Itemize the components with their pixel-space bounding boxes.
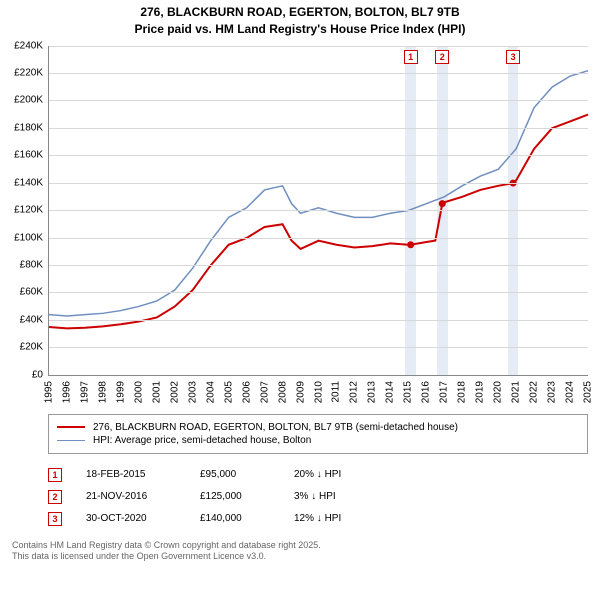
gridline bbox=[49, 100, 588, 101]
sales-date: 30-OCT-2020 bbox=[86, 513, 176, 524]
gridline bbox=[49, 347, 588, 348]
sale-marker-flag: 3 bbox=[506, 50, 520, 64]
y-tick-label: £60K bbox=[20, 287, 43, 298]
x-tick-label: 2001 bbox=[151, 381, 162, 403]
x-tick-label: 2013 bbox=[367, 381, 378, 403]
footer-line-2: This data is licensed under the Open Gov… bbox=[12, 551, 588, 563]
x-tick-label: 1999 bbox=[115, 381, 126, 403]
y-tick-label: £180K bbox=[14, 122, 43, 133]
sales-diff: 12% ↓ HPI bbox=[294, 513, 341, 524]
x-tick-label: 2015 bbox=[403, 381, 414, 403]
y-tick-label: £120K bbox=[14, 205, 43, 216]
legend: 276, BLACKBURN ROAD, EGERTON, BOLTON, BL… bbox=[48, 414, 588, 454]
y-tick-label: £20K bbox=[20, 342, 43, 353]
y-tick-label: £220K bbox=[14, 68, 43, 79]
x-tick-label: 2004 bbox=[205, 381, 216, 403]
sale-marker-flag: 1 bbox=[404, 50, 418, 64]
sales-diff: 3% ↓ HPI bbox=[294, 491, 336, 502]
legend-row: HPI: Average price, semi-detached house,… bbox=[57, 434, 579, 447]
legend-swatch bbox=[57, 426, 85, 428]
x-tick-label: 2000 bbox=[133, 381, 144, 403]
sales-price: £125,000 bbox=[200, 491, 270, 502]
x-tick-label: 2014 bbox=[385, 381, 396, 403]
sales-marker-icon: 1 bbox=[48, 468, 62, 482]
x-tick-label: 2023 bbox=[547, 381, 558, 403]
x-tick-label: 2009 bbox=[295, 381, 306, 403]
gridline bbox=[49, 183, 588, 184]
x-tick-label: 2008 bbox=[277, 381, 288, 403]
series-hpi bbox=[49, 70, 588, 315]
y-tick-label: £100K bbox=[14, 232, 43, 243]
y-tick-label: £140K bbox=[14, 177, 43, 188]
x-tick-label: 2017 bbox=[439, 381, 450, 403]
x-tick-label: 1997 bbox=[79, 381, 90, 403]
y-tick-label: £0 bbox=[32, 369, 43, 380]
x-tick-label: 2020 bbox=[493, 381, 504, 403]
y-tick-label: £200K bbox=[14, 95, 43, 106]
chart-container: 276, BLACKBURN ROAD, EGERTON, BOLTON, BL… bbox=[0, 0, 600, 590]
x-tick-label: 1996 bbox=[61, 381, 72, 403]
y-tick-label: £80K bbox=[20, 259, 43, 270]
gridline bbox=[49, 292, 588, 293]
x-tick-label: 2007 bbox=[259, 381, 270, 403]
legend-label: 276, BLACKBURN ROAD, EGERTON, BOLTON, BL… bbox=[93, 422, 458, 433]
gridline bbox=[49, 46, 588, 47]
x-tick-label: 2021 bbox=[511, 381, 522, 403]
x-tick-label: 2012 bbox=[349, 381, 360, 403]
x-tick-label: 2010 bbox=[313, 381, 324, 403]
title-line-2: Price paid vs. HM Land Registry's House … bbox=[0, 21, 600, 38]
sales-marker-icon: 3 bbox=[48, 512, 62, 526]
sales-diff: 20% ↓ HPI bbox=[294, 469, 341, 480]
gridline bbox=[49, 210, 588, 211]
x-tick-label: 2022 bbox=[529, 381, 540, 403]
sales-row: 2 21-NOV-2016 £125,000 3% ↓ HPI bbox=[48, 486, 588, 508]
sales-table: 1 18-FEB-2015 £95,000 20% ↓ HPI 2 21-NOV-2016… bbox=[48, 464, 588, 530]
x-tick-label: 2016 bbox=[421, 381, 432, 403]
sales-row: 1 18-FEB-2015 £95,000 20% ↓ HPI bbox=[48, 464, 588, 486]
y-tick-label: £40K bbox=[20, 314, 43, 325]
chart-plot-area: £0£20K£40K£60K£80K£100K£120K£140K£160K£1… bbox=[48, 46, 588, 376]
legend-swatch bbox=[57, 440, 85, 441]
x-tick-label: 2005 bbox=[223, 381, 234, 403]
x-tick-label: 2018 bbox=[457, 381, 468, 403]
x-tick-label: 2024 bbox=[565, 381, 576, 403]
legend-row: 276, BLACKBURN ROAD, EGERTON, BOLTON, BL… bbox=[57, 421, 579, 434]
sales-date: 18-FEB-2015 bbox=[86, 469, 176, 480]
x-tick-label: 2003 bbox=[187, 381, 198, 403]
gridline bbox=[49, 128, 588, 129]
footer-line-1: Contains HM Land Registry data © Crown c… bbox=[12, 540, 588, 552]
sales-date: 21-NOV-2016 bbox=[86, 491, 176, 502]
gridline bbox=[49, 238, 588, 239]
title-line-1: 276, BLACKBURN ROAD, EGERTON, BOLTON, BL… bbox=[0, 4, 600, 21]
gridline bbox=[49, 155, 588, 156]
gridline bbox=[49, 73, 588, 74]
sales-price: £140,000 bbox=[200, 513, 270, 524]
legend-label: HPI: Average price, semi-detached house,… bbox=[93, 435, 311, 446]
y-tick-label: £240K bbox=[14, 40, 43, 51]
x-tick-label: 2006 bbox=[241, 381, 252, 403]
x-tick-label: 2011 bbox=[331, 381, 342, 403]
series-price_paid bbox=[49, 114, 588, 328]
sales-price: £95,000 bbox=[200, 469, 270, 480]
sale-marker-flag: 2 bbox=[435, 50, 449, 64]
x-tick-label: 2002 bbox=[169, 381, 180, 403]
x-tick-label: 1995 bbox=[44, 381, 55, 403]
sale-dot bbox=[407, 241, 414, 248]
x-tick-label: 2019 bbox=[475, 381, 486, 403]
chart-title: 276, BLACKBURN ROAD, EGERTON, BOLTON, BL… bbox=[0, 0, 600, 46]
y-tick-label: £160K bbox=[14, 150, 43, 161]
sales-row: 3 30-OCT-2020 £140,000 12% ↓ HPI bbox=[48, 508, 588, 530]
x-tick-label: 1998 bbox=[97, 381, 108, 403]
gridline bbox=[49, 265, 588, 266]
footer-attribution: Contains HM Land Registry data © Crown c… bbox=[12, 540, 588, 563]
sale-dot bbox=[439, 200, 446, 207]
sales-marker-icon: 2 bbox=[48, 490, 62, 504]
x-tick-label: 2025 bbox=[583, 381, 594, 403]
gridline bbox=[49, 320, 588, 321]
